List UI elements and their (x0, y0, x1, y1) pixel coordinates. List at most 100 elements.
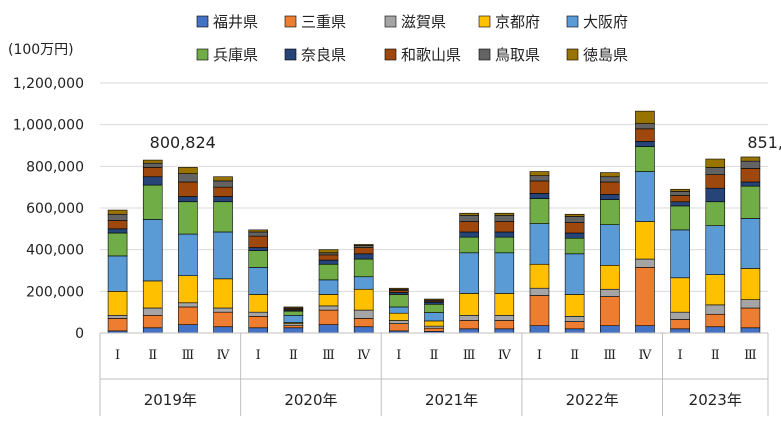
bar-segment-京都府 (178, 275, 198, 304)
bar-segment-三重県 (248, 316, 269, 329)
bar-segment-鳥取県 (705, 167, 726, 175)
bar-segment-京都府 (318, 294, 339, 307)
bar-segment-和歌山県 (142, 167, 163, 178)
value-annotation: 800,824 (150, 133, 216, 152)
bar-segment-三重県 (318, 309, 339, 325)
bar-segment-三重県 (353, 318, 374, 328)
y-axis-ticks: 0 200,000 400,000 600,000 800,000 1,000,000 1,… (13, 76, 84, 342)
bar-segment-福井県 (283, 327, 304, 334)
bar-segment-福井県 (494, 328, 515, 334)
annotations: 800,824 851,121 (150, 133, 781, 152)
bar-segment-兵庫県 (459, 236, 479, 254)
legend-swatch (566, 48, 579, 61)
legend-label: 奈良県 (301, 46, 346, 64)
bar-segment-奈良県 (529, 193, 550, 199)
bar-segment-兵庫県 (389, 294, 409, 308)
bar-segment-鳥取県 (740, 160, 761, 169)
bar-segment-滋賀県 (318, 305, 339, 311)
bar-segment-徳島県 (599, 172, 620, 178)
bar-segment-京都府 (635, 221, 655, 260)
bar-segment-滋賀県 (529, 287, 550, 296)
bar-segment-滋賀県 (564, 316, 585, 322)
bar-segment-和歌山県 (705, 174, 726, 189)
legend-label: 鳥取県 (495, 46, 540, 64)
bar-segment-徳島県 (635, 110, 655, 124)
y-unit-label: (100万円) (8, 42, 74, 58)
bar-segment-鳥取県 (178, 173, 198, 183)
bar-segment-兵庫県 (107, 232, 128, 257)
x-tick-label: Ⅲ (322, 348, 335, 363)
bar-stack (670, 188, 690, 334)
bar-segment-徳島県 (178, 167, 198, 174)
x-tick-label: Ⅲ (744, 348, 757, 363)
legend-swatch (196, 15, 209, 28)
bar-segment-兵庫県 (178, 201, 198, 235)
bar-segment-三重県 (213, 311, 233, 328)
bar-segment-三重県 (424, 327, 444, 332)
bar-segment-大阪府 (459, 252, 479, 294)
bar-segment-和歌山県 (494, 221, 515, 233)
bar-stack (213, 176, 233, 334)
bar-segment-福井県 (353, 326, 374, 334)
bar-segment-徳島県 (107, 209, 128, 215)
bar-segment-徳島県 (213, 176, 233, 182)
bar-segment-鳥取県 (248, 231, 269, 237)
bar-segment-滋賀県 (705, 304, 726, 315)
bar-stack (599, 172, 620, 334)
bar-segment-鳥取県 (213, 180, 233, 188)
bar-segment-奈良県 (213, 196, 233, 203)
bar-segment-兵庫県 (142, 184, 163, 220)
bar-stack (178, 167, 198, 334)
bar-segment-滋賀県 (248, 311, 269, 317)
bar-segment-大阪府 (635, 171, 655, 222)
bar-segment-徳島県 (705, 158, 726, 168)
bar-stack (459, 212, 479, 334)
bar-segment-和歌山県 (178, 181, 198, 197)
bar-segment-大阪府 (564, 253, 585, 295)
bar-segment-和歌山県 (353, 247, 374, 255)
bar-segment-鳥取県 (142, 162, 163, 168)
legend-swatch (384, 15, 397, 28)
x-tick-label: Ⅰ (396, 348, 401, 363)
bar-segment-京都府 (705, 274, 726, 306)
x-tick-label: Ⅲ (463, 348, 476, 363)
bar-segment-兵庫県 (564, 237, 585, 255)
bar-segment-三重県 (459, 320, 479, 330)
bar-segment-滋賀県 (142, 307, 163, 316)
y-tick-label: 200,000 (26, 284, 84, 300)
bar-segment-和歌山県 (389, 289, 409, 293)
legend-swatch (284, 15, 297, 28)
y-tick-label: 1,000,000 (13, 118, 84, 134)
bar-segment-滋賀県 (494, 314, 515, 321)
bar-segment-徳島県 (529, 171, 550, 177)
bar-segment-三重県 (107, 318, 128, 332)
bar-segment-兵庫県 (248, 250, 269, 268)
bar-segment-和歌山県 (107, 220, 128, 230)
bar-segment-三重県 (670, 319, 690, 330)
bar-segment-和歌山県 (529, 180, 550, 194)
y-tick-label: 600,000 (26, 201, 84, 217)
legend-label: 兵庫県 (213, 46, 258, 64)
legend-label: 三重県 (301, 13, 346, 31)
x-tick-label: Ⅱ (711, 348, 720, 363)
bar-segment-奈良県 (705, 187, 726, 203)
bar-segment-鳥取県 (529, 175, 550, 182)
value-annotation: 851,121 (747, 133, 781, 152)
bar-segment-大阪府 (107, 255, 128, 292)
bar-segment-和歌山県 (318, 254, 339, 261)
bar-segment-大阪府 (318, 279, 339, 295)
bar-segment-和歌山県 (740, 168, 761, 183)
bar-stack (283, 306, 304, 334)
legend-label: 福井県 (213, 13, 258, 31)
bar-segment-奈良県 (494, 231, 515, 238)
bar-segment-滋賀県 (353, 309, 374, 319)
bar-segment-大阪府 (705, 225, 726, 275)
bar-segment-三重県 (740, 307, 761, 329)
bar-segment-鳥取県 (459, 214, 479, 222)
x-tick-label: Ⅳ (498, 348, 512, 363)
bar-segment-鳥取県 (670, 191, 690, 196)
bar-segment-奈良県 (142, 176, 163, 186)
legend-swatch (478, 15, 491, 28)
legend-swatch (478, 48, 491, 61)
bar-segment-大阪府 (248, 267, 269, 295)
